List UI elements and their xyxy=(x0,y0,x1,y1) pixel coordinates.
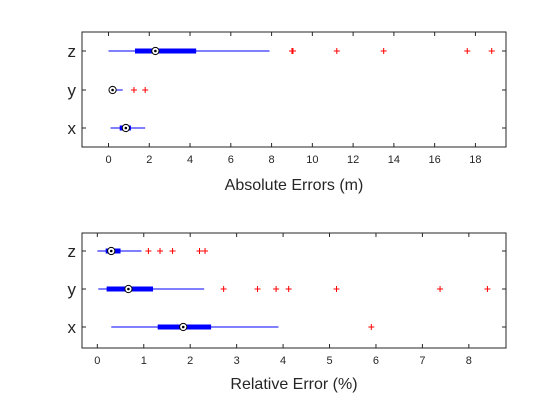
x-tick-label: 8 xyxy=(269,154,275,166)
outlier-marker xyxy=(368,324,375,330)
outlier-marker xyxy=(130,87,137,93)
relative-error-panel: 0 1 2 3 4 5 6 7 8 zyx Relative Error (%) xyxy=(68,232,507,393)
box-x xyxy=(110,123,146,133)
x-tick-label: 4 xyxy=(187,154,193,166)
category-label-x: x xyxy=(68,119,77,138)
median-dot xyxy=(109,249,113,253)
outlier-marker xyxy=(145,248,152,254)
box-y xyxy=(98,284,491,294)
median-dot xyxy=(127,287,130,291)
relative-error-axes-box xyxy=(81,232,507,349)
x-tick-label: 16 xyxy=(429,154,441,166)
x-tick-label: 4 xyxy=(280,355,286,367)
x-tick-label: 6 xyxy=(373,355,379,367)
outlier-marker xyxy=(488,48,495,54)
category-label-x: x xyxy=(68,318,77,337)
outlier-marker xyxy=(380,48,387,54)
x-tick-label: 1 xyxy=(141,355,147,367)
outlier-marker xyxy=(157,248,164,254)
category-label-z: z xyxy=(68,42,77,61)
x-tick-label: 2 xyxy=(187,355,193,367)
median-dot xyxy=(154,49,157,53)
absolute-errors-panel: 0 2 4 6 8 10 12 14 16 18 z yx Absolute Errors (m) xyxy=(68,31,507,194)
x-tick-label: 12 xyxy=(347,154,359,166)
outlier-marker xyxy=(220,286,227,292)
median-dot xyxy=(111,88,114,92)
outlier-marker xyxy=(484,286,491,292)
box-y xyxy=(108,85,149,95)
outlier-marker xyxy=(437,286,444,292)
category-label-z: z xyxy=(68,242,77,261)
outlier-marker xyxy=(289,48,296,54)
x-tick-label: 8 xyxy=(466,355,472,367)
x-tick-label: 14 xyxy=(388,154,400,166)
outlier-marker xyxy=(196,248,203,254)
outlier-marker xyxy=(464,48,471,54)
x-tick-label: 6 xyxy=(228,154,234,166)
iqr-box xyxy=(135,48,197,54)
x-tick-label: 0 xyxy=(105,154,111,166)
box-z xyxy=(97,246,209,256)
x-tick-label: 2 xyxy=(146,154,152,166)
box-z xyxy=(108,46,495,56)
outlier-marker xyxy=(273,286,280,292)
outlier-marker xyxy=(142,87,149,93)
outlier-marker xyxy=(285,286,292,292)
x-tick-label: 5 xyxy=(326,355,332,367)
outlier-marker xyxy=(202,248,209,254)
outlier-marker xyxy=(333,286,340,292)
outlier-marker xyxy=(254,286,261,292)
box-x xyxy=(111,322,375,332)
x-tick-label: 3 xyxy=(234,355,240,367)
outlier-marker xyxy=(333,48,340,54)
x-tick-label: 18 xyxy=(469,154,481,166)
absolute-errors-xlabel: Absolute Errors (m) xyxy=(225,177,364,194)
median-dot xyxy=(124,126,128,130)
outlier-marker xyxy=(169,248,176,254)
category-label-y: y xyxy=(68,81,77,100)
x-tick-label: 10 xyxy=(306,154,318,166)
x-tick-label: 0 xyxy=(94,355,100,367)
relative-error-xlabel: Relative Error (%) xyxy=(230,376,357,393)
x-tick-label: 7 xyxy=(419,355,425,367)
category-label-y: y xyxy=(68,280,77,299)
median-dot xyxy=(181,325,185,329)
